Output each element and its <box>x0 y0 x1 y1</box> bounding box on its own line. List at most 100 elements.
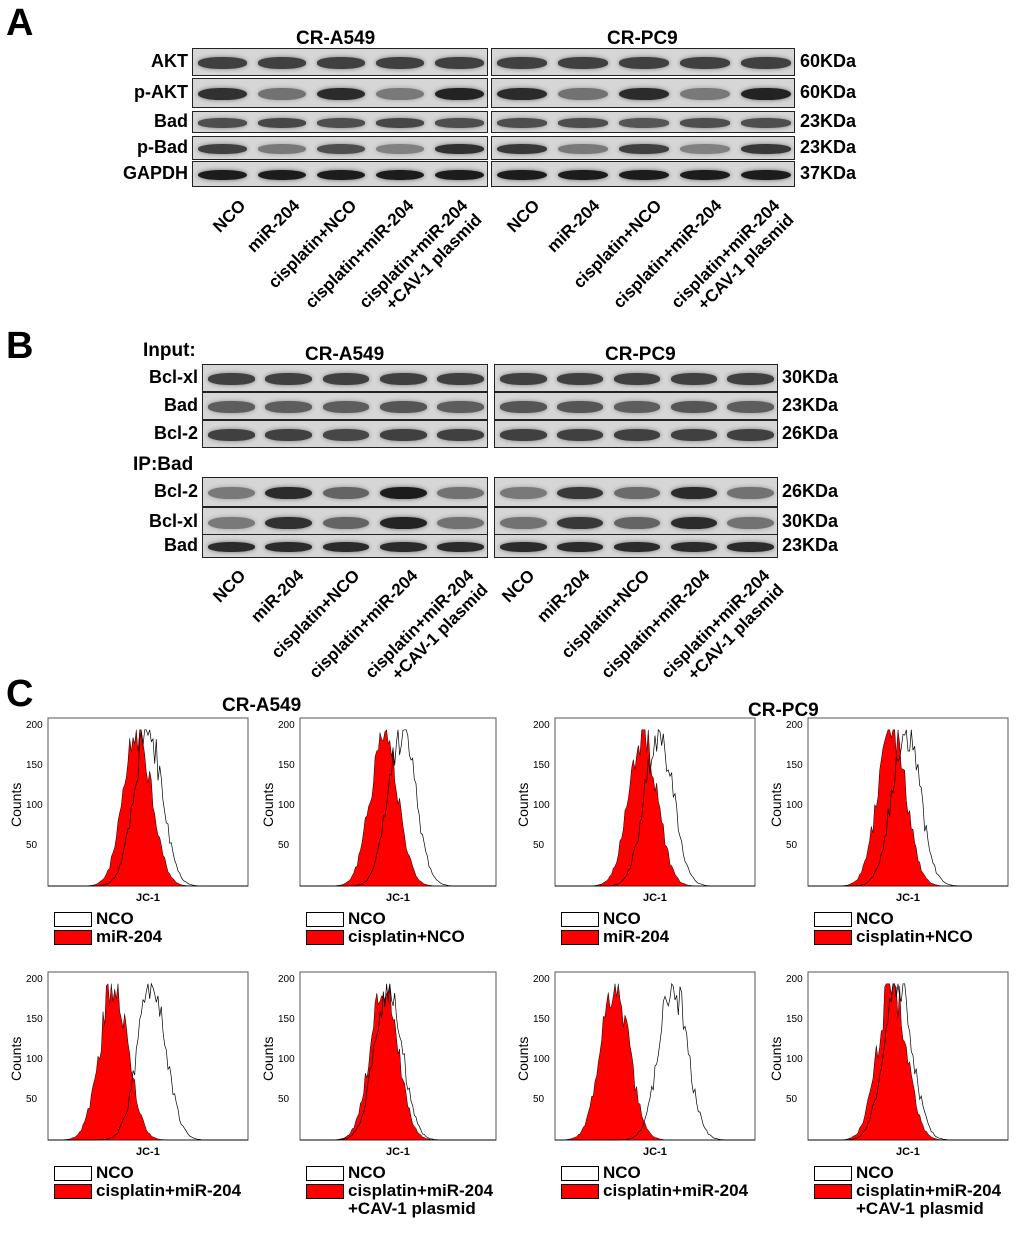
blot-band <box>435 87 484 101</box>
blot-band <box>435 118 484 128</box>
panel-b-input-blot-pc9 <box>494 364 778 392</box>
blot-band <box>670 373 718 385</box>
histogram-legend: NCO cisplatin+NCO <box>306 910 465 946</box>
legend-swatch-treat <box>814 1184 852 1200</box>
blot-band <box>679 118 730 128</box>
panel-a-letter: A <box>6 2 34 44</box>
y-axis-label: Counts <box>768 782 784 827</box>
panel-a-blot-pc9 <box>491 161 795 187</box>
blot-band <box>727 486 774 500</box>
blot-band <box>379 516 427 530</box>
histogram-plot <box>299 717 497 887</box>
blot-band <box>500 429 547 441</box>
legend-treat-label: cisplatin+NCO <box>856 927 973 946</box>
blot-band <box>670 486 718 500</box>
y-axis-label: Counts <box>768 1036 784 1081</box>
legend-swatch-treat <box>306 1184 344 1200</box>
blot-band <box>436 541 484 553</box>
panel-b-input-row-label: Bcl-xl <box>148 367 198 387</box>
blot-band <box>556 401 604 413</box>
blot-band <box>379 486 427 500</box>
legend-swatch-treat <box>306 930 344 946</box>
blot-band <box>208 401 256 413</box>
y-tick-label: 200 <box>786 720 803 731</box>
y-tick-label: 150 <box>533 760 550 771</box>
blot-band <box>435 169 484 181</box>
control-histogram <box>300 983 496 1141</box>
y-tick-label: 100 <box>278 800 295 811</box>
panel-b-ip-blot-pc9 <box>494 507 778 537</box>
legend-treat-label: cisplatin+miR-204 <box>96 1181 242 1200</box>
y-tick-label: 200 <box>533 974 550 985</box>
x-axis-label: JC-1 <box>896 892 920 904</box>
panel-b-ip-row-label: Bcl-2 <box>153 481 198 501</box>
legend-control: NCO <box>561 1164 748 1182</box>
blot-band <box>497 118 548 128</box>
y-tick-label: 50 <box>278 840 290 851</box>
y-axis-label: Counts <box>8 1036 24 1081</box>
x-axis-label: JC-1 <box>896 1146 920 1158</box>
blot-band <box>436 486 484 500</box>
legend-treat-label: miR-204 <box>603 927 670 946</box>
legend-swatch-control <box>561 912 599 928</box>
legend-control-label: NCO <box>96 1163 134 1182</box>
blot-band <box>379 429 427 441</box>
blot-band <box>316 57 366 69</box>
blot-band <box>265 429 313 441</box>
blot-band <box>619 118 669 128</box>
panel-b-input-kda: 26KDa <box>782 423 839 443</box>
blot-band <box>198 118 247 128</box>
control-histogram <box>555 982 755 1141</box>
blot-band <box>208 373 256 385</box>
blot-band <box>558 57 609 69</box>
panel-a-row-label: p-AKT <box>134 82 188 102</box>
blot-band <box>316 169 366 181</box>
panel-a-row-label: p-Bad <box>137 137 188 157</box>
blot-band <box>556 516 604 530</box>
histogram-plot <box>554 971 756 1141</box>
panel-b-ip-label: IP:Bad <box>133 454 194 475</box>
panel-b-group-a549: CR-A549 <box>305 344 385 365</box>
blot-band <box>375 169 425 181</box>
y-tick-label: 50 <box>26 1094 38 1105</box>
y-axis-label: Counts <box>260 1036 276 1081</box>
y-tick-label: 100 <box>26 800 43 811</box>
y-tick-label: 100 <box>786 1054 803 1065</box>
legend-treat: cisplatin+miR-204 <box>54 1182 241 1200</box>
blot-band <box>670 541 718 553</box>
legend-swatch-treat <box>54 1184 92 1200</box>
blot-band <box>322 486 370 500</box>
panel-a-kda: 60KDa <box>800 51 857 71</box>
y-axis-label: Counts <box>8 782 24 827</box>
panel-a-group-pc9: CR-PC9 <box>607 28 678 49</box>
legend-swatch-control <box>561 1166 599 1182</box>
blot-band <box>436 429 484 441</box>
blot-band <box>436 401 484 413</box>
blot-band <box>322 516 370 530</box>
panel-a-kda: 60KDa <box>800 82 857 102</box>
legend-control-label: NCO <box>856 909 894 928</box>
y-tick-label: 150 <box>26 1014 43 1025</box>
legend-swatch-treat <box>561 1184 599 1200</box>
blot-band <box>322 401 370 413</box>
legend-swatch-control <box>306 912 344 928</box>
blot-band <box>500 373 547 385</box>
control-histogram <box>808 983 1008 1141</box>
histogram-legend: NCO miR-204 <box>54 910 162 946</box>
blot-band <box>556 373 604 385</box>
blot-band <box>727 541 774 553</box>
panel-a-blot-a549 <box>192 161 488 187</box>
legend-control: NCO <box>54 1164 241 1182</box>
legend-control: NCO <box>561 910 669 928</box>
y-tick-label: 100 <box>278 1054 295 1065</box>
y-tick-label: 200 <box>786 974 803 985</box>
blot-band <box>208 541 256 553</box>
histogram-plot <box>47 971 249 1141</box>
legend-swatch-treat <box>561 930 599 946</box>
blot-band <box>198 87 247 101</box>
control-histogram <box>48 982 248 1141</box>
histogram-plot <box>554 717 756 887</box>
blot-band <box>435 143 484 155</box>
blot-band <box>375 143 425 155</box>
panel-b-ip-row-label: Bad <box>163 535 198 555</box>
